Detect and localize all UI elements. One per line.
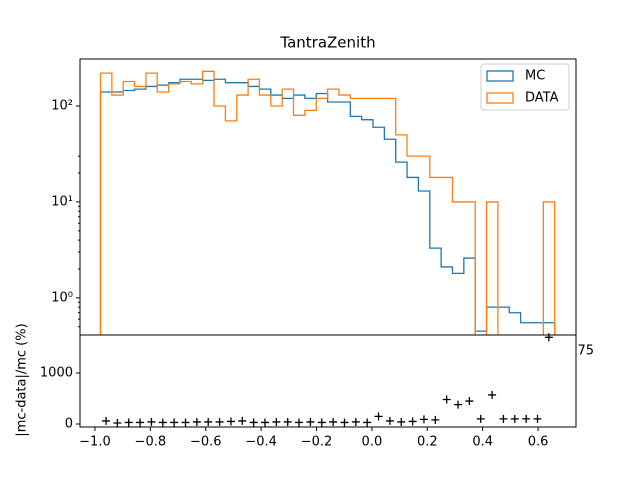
scatter-point	[397, 417, 406, 426]
scatter-point	[260, 418, 269, 427]
scatter-point	[510, 414, 519, 423]
scatter-point	[522, 414, 531, 423]
scatter-point	[204, 417, 213, 426]
histogram-step	[99, 70, 556, 335]
x-tick-label: −0.2	[301, 435, 333, 450]
legend-box	[480, 63, 570, 111]
x-tick-label: 0.2	[417, 435, 438, 450]
axes-background	[80, 335, 576, 427]
y-tick-label: 10²	[51, 99, 73, 114]
legend-swatch	[486, 92, 514, 104]
x-tick-label: −0.6	[190, 435, 222, 450]
scatter-point	[124, 418, 133, 427]
chart-title: TantraZenith	[279, 34, 375, 52]
scatter-point	[192, 417, 201, 426]
y-axis-label: |mc-data|/mc (%)	[15, 323, 30, 436]
scatter-point	[454, 400, 463, 409]
scatter-point	[431, 415, 440, 424]
scatter-point	[238, 416, 247, 425]
scatter-point	[351, 417, 360, 426]
scatter-point	[170, 418, 179, 427]
scatter-point	[249, 418, 258, 427]
legend-label: MC	[525, 69, 545, 84]
x-tick-label: −0.4	[245, 435, 277, 450]
scatter-point	[272, 417, 281, 426]
y-tick-label: 0	[65, 416, 73, 431]
x-tick-label: −1.0	[79, 435, 111, 450]
scatter-point	[102, 416, 111, 425]
scatter-point	[147, 417, 156, 426]
scatter-point	[215, 417, 224, 426]
scatter-point	[419, 415, 428, 424]
scatter-point	[374, 412, 383, 421]
scatter-point	[158, 418, 167, 427]
legend-label: DATA	[525, 91, 559, 106]
scatter-point	[181, 418, 190, 427]
axes-frame	[79, 334, 577, 428]
scatter-point	[136, 418, 145, 427]
scatter-point	[340, 418, 349, 427]
x-tick-label: 0.0	[362, 435, 383, 450]
y-tick-label: 10⁰	[51, 290, 73, 305]
legend-swatch	[486, 70, 514, 82]
scatter-point	[476, 414, 485, 423]
scatter-point	[317, 418, 326, 427]
scatter-point	[113, 418, 122, 427]
scatter-point	[295, 418, 304, 427]
scatter-point	[465, 397, 474, 406]
scatter-point	[363, 418, 372, 427]
x-tick-label: 0.4	[472, 435, 493, 450]
scatter-point	[283, 417, 292, 426]
y-tick-label: 1000	[40, 365, 73, 380]
x-tick-label: −0.8	[135, 435, 167, 450]
scatter-point	[306, 417, 315, 426]
scatter-point	[499, 414, 508, 423]
scatter-point	[442, 395, 451, 404]
scatter-point	[226, 417, 235, 426]
scatter-point	[488, 390, 497, 399]
x-tick-label: 0.6	[528, 435, 549, 450]
scatter-point	[385, 416, 394, 425]
scatter-point	[329, 417, 338, 426]
scatter-point	[408, 417, 417, 426]
y-tick-label: 10¹	[51, 194, 73, 209]
scatter-point	[533, 414, 542, 423]
